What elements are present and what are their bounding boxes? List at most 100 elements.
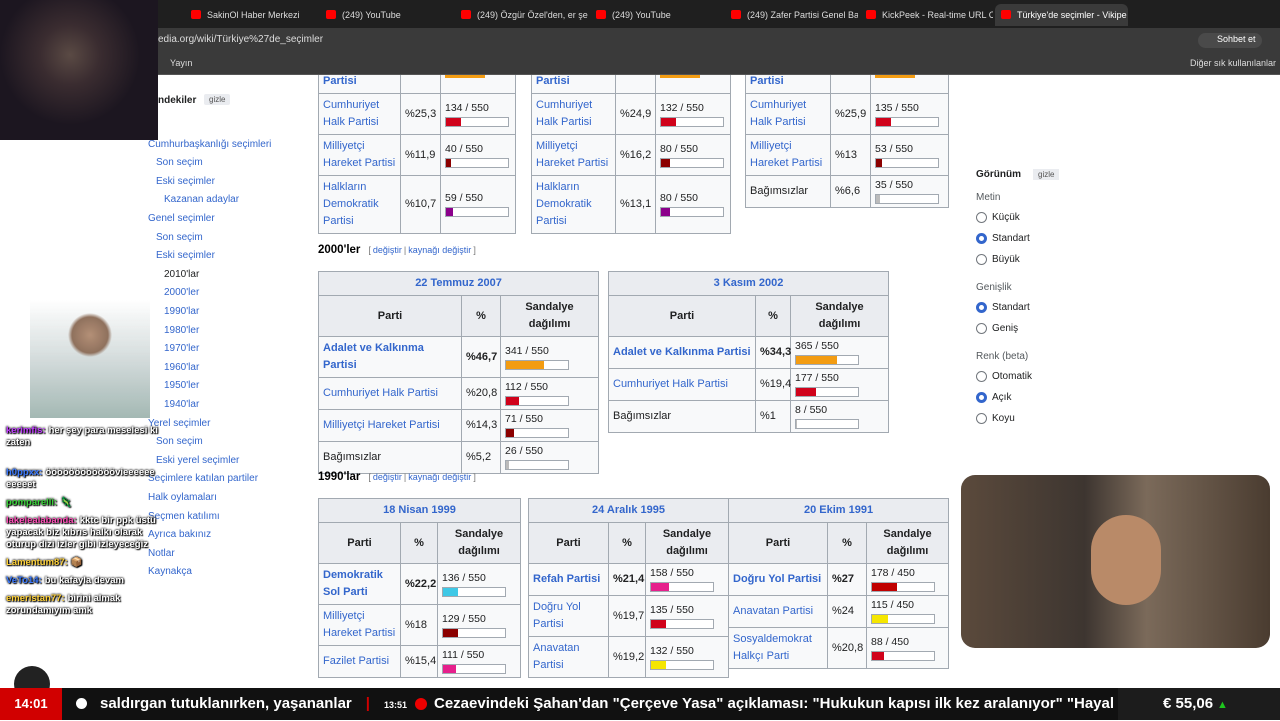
party-name[interactable]: Milliyetçi Hareket Partisi <box>531 134 616 176</box>
party-name[interactable]: Cumhuriyet Halk Partisi <box>318 93 401 135</box>
panel-toggle[interactable]: gizle <box>1033 169 1060 180</box>
results-table: 20 Ekim 1991 Parti% Sandalye dağılımı Doğru… <box>727 498 950 669</box>
tab[interactable]: KickPeek - Real-time URL C <box>860 4 993 26</box>
party-name[interactable]: Milliyetçi Hareket Partisi <box>318 134 401 176</box>
table-title[interactable]: 20 Ekim 1991 <box>727 498 950 523</box>
tab[interactable]: (249) Özgür Özel'den, er şe <box>455 4 588 26</box>
edit-link[interactable]: değiştir <box>372 472 402 482</box>
party-name[interactable]: Adalet ve Kalkınma Partisi <box>318 336 462 378</box>
toc-item[interactable]: Cumhurbaşkanlığı seçimleri <box>148 138 272 150</box>
edit-link[interactable]: değiştir <box>372 245 402 255</box>
radio-option[interactable]: Büyük <box>976 254 1126 275</box>
party-name[interactable]: Partisi <box>745 75 831 94</box>
vote-share: %22,2 <box>400 563 438 605</box>
edit-source-link[interactable]: kaynağı değiştir <box>408 472 472 482</box>
party-name[interactable]: Anavatan Partisi <box>528 636 609 678</box>
toc-item[interactable]: Halk oylamaları <box>148 492 217 503</box>
toc-item[interactable]: 1970'ler <box>164 343 200 355</box>
party-name[interactable]: Halkların Demokratik Partisi <box>531 175 616 234</box>
toc-item[interactable]: Eski yerel seçimler <box>156 454 240 466</box>
toc-item[interactable]: 2010'lar <box>164 268 200 280</box>
edit-source-link[interactable]: kaynağı değiştir <box>408 245 472 255</box>
radio[interactable] <box>976 233 987 244</box>
chat-text: her şey para meselesi ki zaten <box>6 425 158 448</box>
party-name[interactable]: Fazilet Partisi <box>318 645 401 678</box>
radio[interactable] <box>976 371 987 382</box>
toc-item[interactable]: 1940'lar <box>164 399 200 410</box>
party-name[interactable]: Sosyaldemokrat Halkçı Parti <box>728 627 828 669</box>
radio-option[interactable]: Küçük <box>976 212 1126 233</box>
other-bookmarks[interactable]: Diğer sık kullanılanlar <box>1190 58 1277 68</box>
toc-item[interactable]: 1960'lar <box>164 361 200 373</box>
tab[interactable]: (249) YouTube <box>320 4 453 26</box>
chat-button[interactable]: Sohbet et <box>1217 34 1256 44</box>
toc-item[interactable]: Son seçim <box>156 231 203 243</box>
radio-option[interactable]: Koyu <box>976 413 1126 434</box>
partial-bar <box>875 75 915 78</box>
toc-item[interactable]: Ayrıca bakınız <box>148 529 212 541</box>
party-name[interactable]: Halkların Demokratik Partisi <box>318 175 401 234</box>
seat-label: 135 / 550 <box>650 603 694 616</box>
party-name[interactable]: Adalet ve Kalkınma Partisi <box>608 336 756 369</box>
party-name[interactable]: Milliyetçi Hareket Partisi <box>745 134 831 176</box>
table-title[interactable]: 22 Temmuz 2007 <box>318 271 599 296</box>
party-name[interactable]: Partisi <box>318 75 401 94</box>
url[interactable]: edia.org/wiki/Türkiye%27de_seçimler <box>158 34 324 45</box>
party-name[interactable]: Milliyetçi Hareket Partisi <box>318 409 462 442</box>
radio-option[interactable]: Otomatik <box>976 371 1126 392</box>
column-header: Parti <box>528 522 609 564</box>
seat-cell: 26 / 550 <box>500 441 599 474</box>
toc-item[interactable]: 1950'ler <box>164 380 200 392</box>
toc-item[interactable]: Notlar <box>148 547 175 559</box>
radio[interactable] <box>976 254 987 265</box>
toc-item[interactable]: 2000'ler <box>164 287 200 299</box>
table-title[interactable]: 18 Nisan 1999 <box>317 498 522 523</box>
toc-item[interactable]: Eski seçimler <box>156 175 215 187</box>
toc-item[interactable]: Son seçim <box>156 436 203 448</box>
tab[interactable]: (249) Zafer Partisi Genel Ba <box>725 4 858 26</box>
party-name[interactable]: Anavatan Partisi <box>728 595 828 628</box>
seat-bar-frame <box>650 582 714 592</box>
toc-item[interactable]: Genel seçimler <box>148 213 215 224</box>
toc-toggle[interactable]: gizle <box>204 94 231 105</box>
party-name[interactable]: Milliyetçi Hareket Partisi <box>318 604 401 646</box>
radio[interactable] <box>976 302 987 313</box>
party-name[interactable]: Doğru Yol Partisi <box>528 595 609 637</box>
tab[interactable]: (249) YouTube <box>590 4 723 26</box>
party-name[interactable]: Doğru Yol Partisi <box>728 563 828 596</box>
table-title[interactable]: 3 Kasım 2002 <box>607 271 890 296</box>
table-title[interactable]: 24 Aralık 1995 <box>528 498 729 523</box>
toc-item[interactable]: Eski seçimler <box>156 250 215 262</box>
toc-item[interactable]: 1980'ler <box>164 324 200 336</box>
column-header: Sandalye dağılımı <box>865 522 950 564</box>
radio-option[interactable]: Açık <box>976 392 1126 413</box>
radio-option[interactable]: Standart <box>976 233 1126 254</box>
toc-item[interactable]: Seçimlere katılan partiler <box>148 473 259 485</box>
party-name[interactable]: Refah Partisi <box>528 563 609 596</box>
party-name[interactable]: Cumhuriyet Halk Partisi <box>745 93 831 135</box>
bookmark[interactable]: Yayın <box>170 58 193 68</box>
radio[interactable] <box>976 323 987 334</box>
radio[interactable] <box>976 413 987 424</box>
party-name[interactable]: Demokratik Sol Parti <box>318 563 401 605</box>
toc-item[interactable]: 1990'lar <box>164 306 200 317</box>
radio[interactable] <box>976 212 987 223</box>
party-name[interactable]: Cumhuriyet Halk Partisi <box>608 368 756 401</box>
party-name[interactable]: Cumhuriyet Halk Partisi <box>318 377 462 410</box>
tab[interactable]: Türkiye'de seçimler - Vikipe <box>995 4 1128 26</box>
bracket: ] <box>473 472 476 482</box>
party-name[interactable]: Cumhuriyet Halk Partisi <box>531 93 616 135</box>
toc-item[interactable]: Yerel seçimler <box>148 417 211 429</box>
toc-item[interactable]: Kaynakça <box>148 566 192 578</box>
toc-item[interactable]: Seçmen katılımı <box>148 510 220 522</box>
ticker-text: saldırgan tutuklanırken, yaşananlar | 13:5… <box>100 688 1115 720</box>
seat-label: 26 / 550 <box>505 445 543 457</box>
party-name[interactable]: Partisi <box>531 75 616 94</box>
toc-item[interactable]: Kazanan adaylar <box>164 194 240 206</box>
radio-option[interactable]: Standart <box>976 302 1126 323</box>
radio-option[interactable]: Geniş <box>976 323 1126 344</box>
seat-bar <box>661 208 671 216</box>
tab[interactable]: SakinOl Haber Merkezi <box>185 4 318 26</box>
radio[interactable] <box>976 392 987 403</box>
toc-item[interactable]: Son seçim <box>156 157 203 169</box>
